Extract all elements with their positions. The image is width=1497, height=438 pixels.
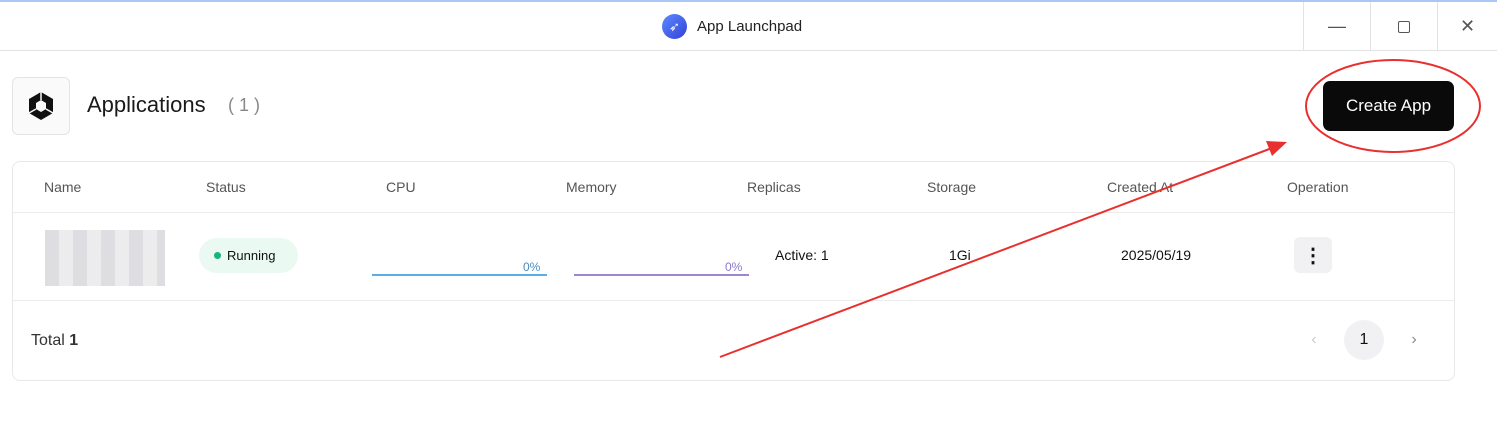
total-label: Total <box>31 332 65 349</box>
create-app-button[interactable]: Create App <box>1323 81 1454 131</box>
app-name-redacted[interactable] <box>45 230 165 286</box>
status-text: Running <box>227 248 276 263</box>
column-header-status: Status <box>206 179 246 195</box>
arrow-head-icon <box>1266 141 1287 156</box>
memory-usage-bar <box>574 274 749 276</box>
divider <box>13 212 1454 213</box>
window-title: ➶ App Launchpad <box>662 14 802 39</box>
chevron-left-icon: ‹ <box>1311 331 1317 348</box>
column-header-created-at: Created At <box>1107 179 1174 195</box>
more-options-button[interactable]: ⋮ <box>1294 237 1332 273</box>
column-header-cpu: CPU <box>386 179 416 195</box>
restore-icon <box>1398 20 1410 33</box>
restore-button[interactable] <box>1370 2 1437 51</box>
status-dot-icon <box>214 252 221 259</box>
close-icon: ✕ <box>1459 16 1476 36</box>
chevron-right-icon: › <box>1411 331 1417 348</box>
applications-table: Name Status CPU Memory Replicas Storage … <box>12 161 1455 381</box>
app-count: ( 1 ) <box>228 95 261 115</box>
replicas-value: Active: 1 <box>775 247 829 263</box>
next-page-button[interactable]: › <box>1394 320 1434 360</box>
storage-value: 1Gi <box>949 247 971 263</box>
rocket-icon: ➶ <box>662 14 687 39</box>
minimize-icon: — <box>1328 16 1346 36</box>
total-value: 1 <box>69 332 79 349</box>
total-count: Total 1 <box>31 332 78 350</box>
column-header-operation: Operation <box>1287 179 1349 195</box>
more-vertical-icon: ⋮ <box>1303 244 1323 267</box>
title-bar: ➶ App Launchpad — ✕ <box>0 0 1497 51</box>
cpu-usage-bar <box>372 274 547 276</box>
page-button-1[interactable]: 1 <box>1344 320 1384 360</box>
cpu-usage-value: 0% <box>523 260 541 274</box>
column-header-name: Name <box>44 179 82 195</box>
cube-icon <box>12 77 70 135</box>
page-title: Applications <box>87 92 206 117</box>
column-header-replicas: Replicas <box>747 179 801 195</box>
column-header-storage: Storage <box>927 179 977 195</box>
status-badge: Running <box>199 238 298 273</box>
memory-usage-value: 0% <box>725 260 743 274</box>
divider <box>13 300 1454 301</box>
column-header-memory: Memory <box>566 179 617 195</box>
created-at-value: 2025/05/19 <box>1121 247 1192 263</box>
prev-page-button[interactable]: ‹ <box>1294 320 1334 360</box>
close-button[interactable]: ✕ <box>1437 2 1497 51</box>
minimize-button[interactable]: — <box>1303 2 1370 51</box>
window-title-text: App Launchpad <box>697 18 803 35</box>
